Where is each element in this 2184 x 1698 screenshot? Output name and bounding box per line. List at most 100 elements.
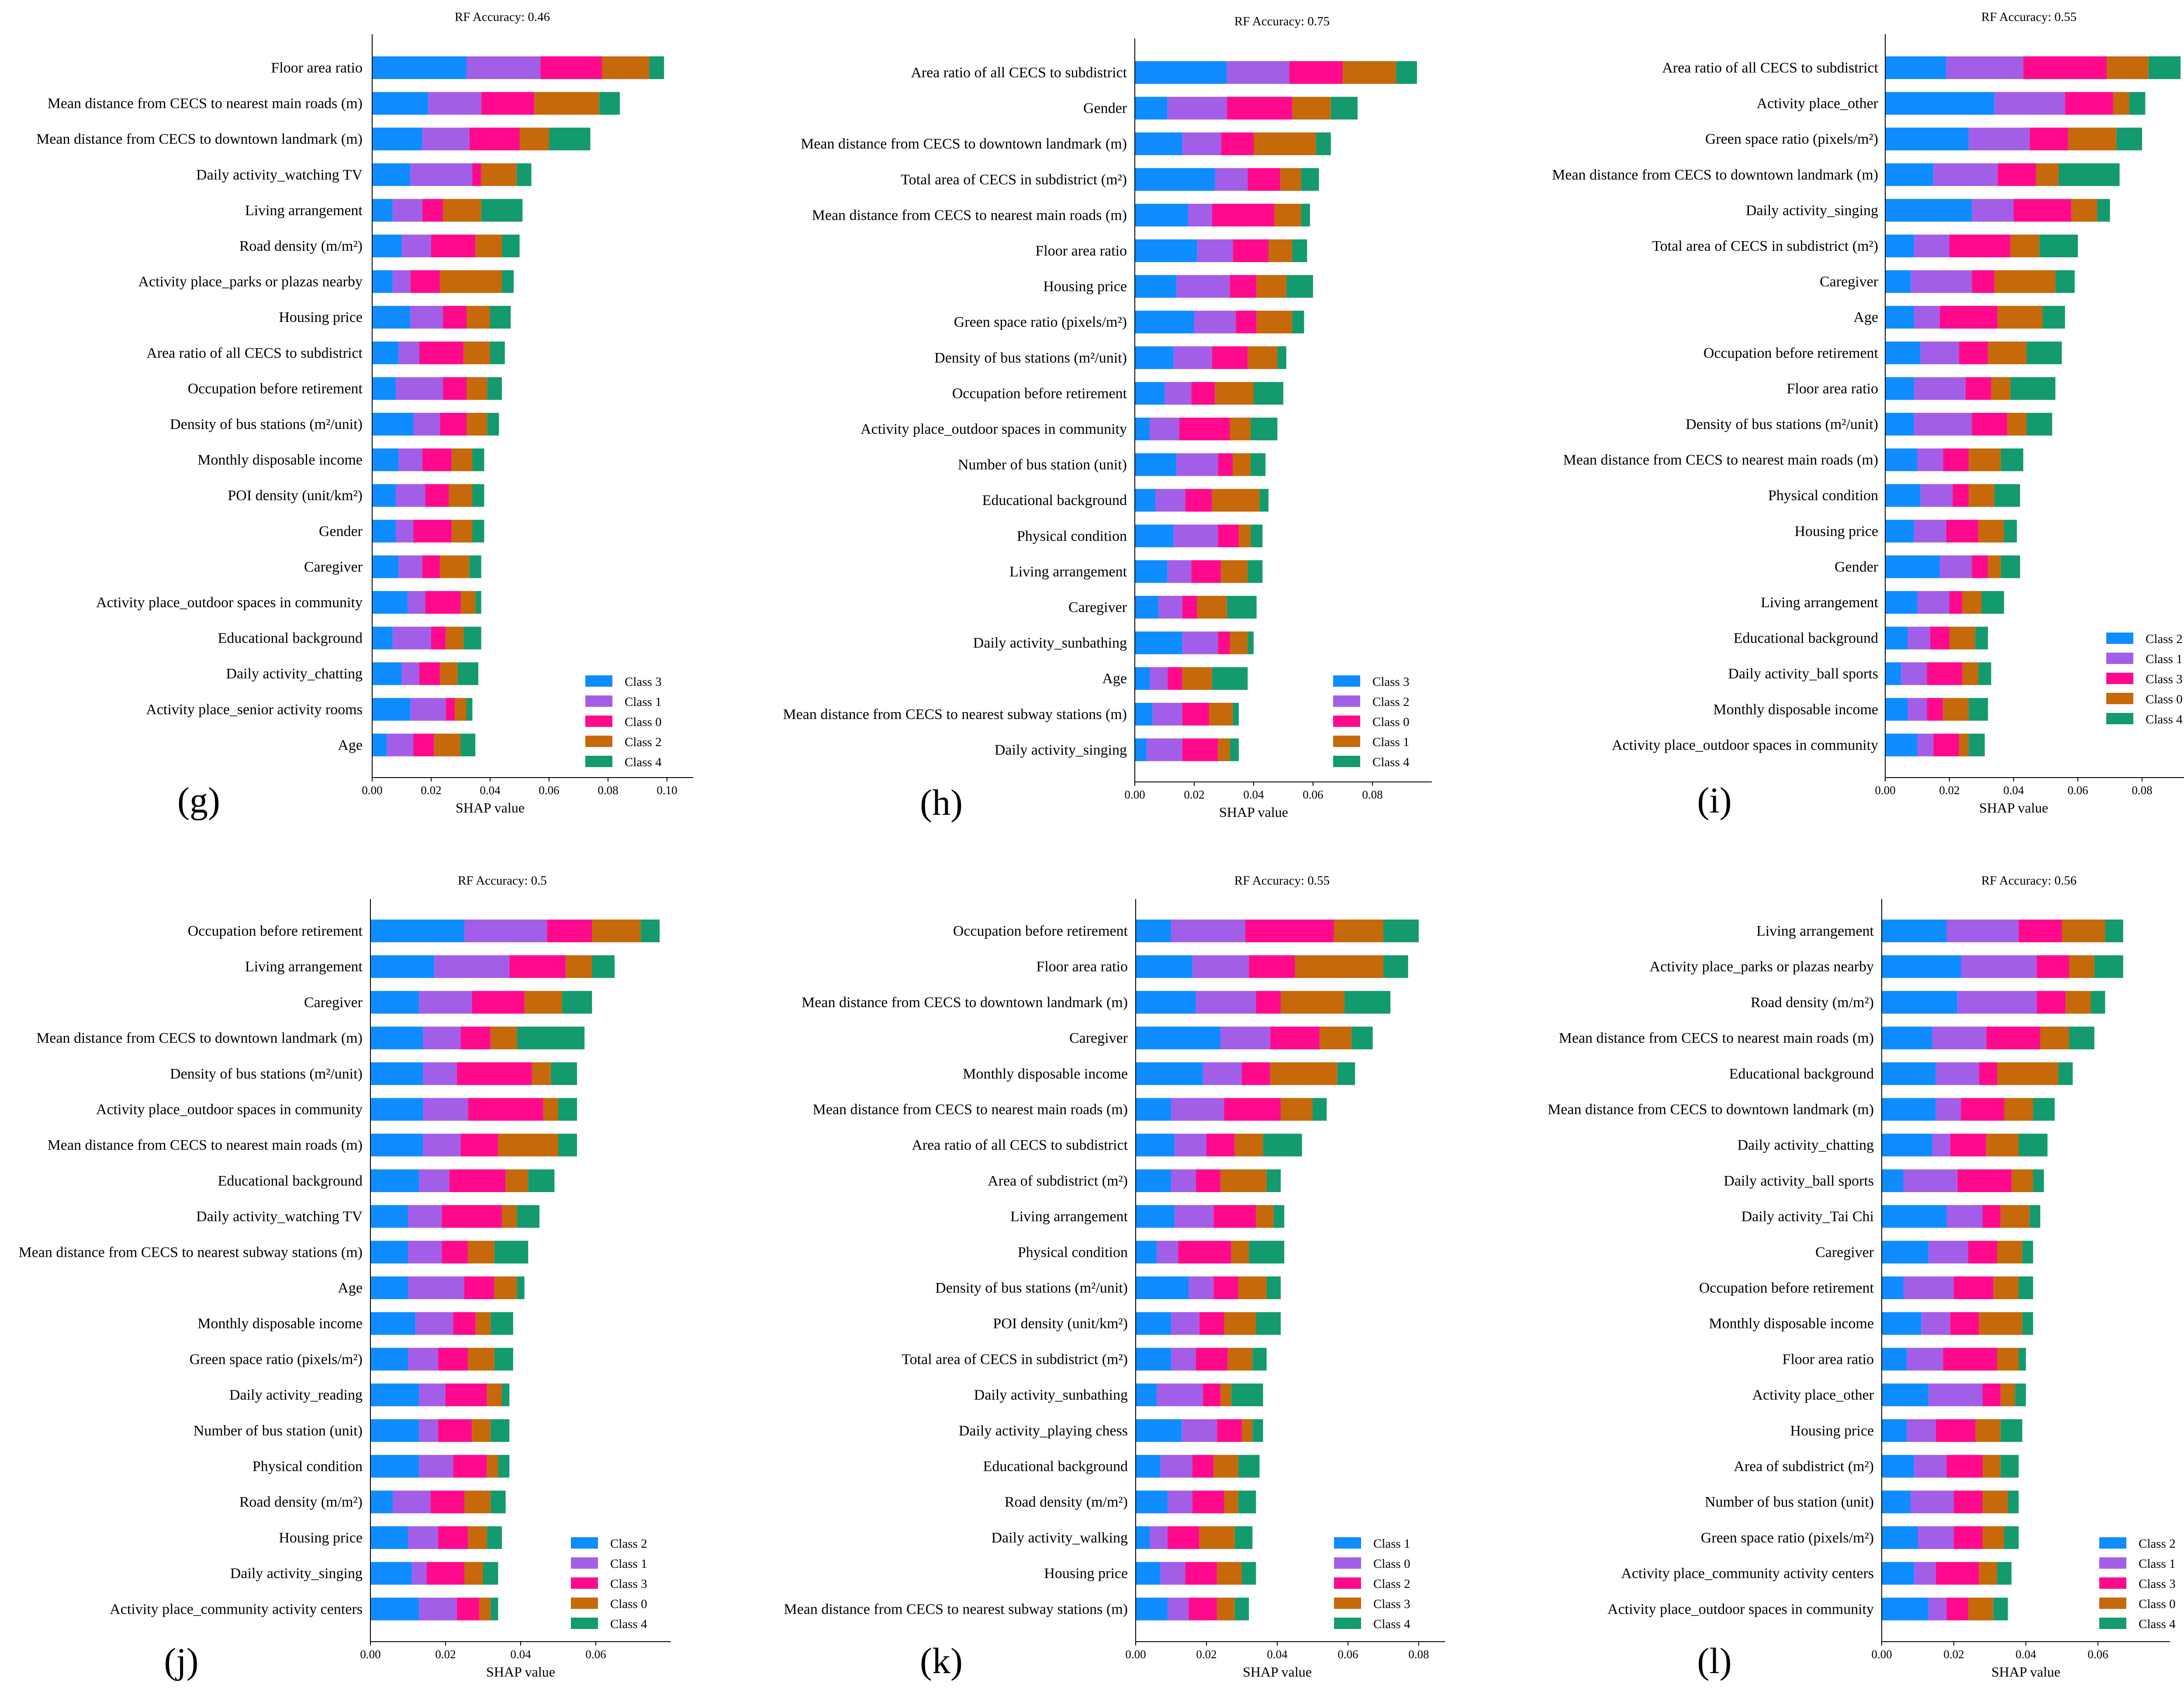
bar-segment — [1215, 382, 1254, 405]
bar-segment — [428, 92, 481, 115]
bar-segment — [1171, 1098, 1224, 1121]
bar-segment — [543, 1098, 558, 1121]
bar-segment — [2004, 519, 2017, 543]
feature-label: Educational background — [1734, 630, 1878, 647]
bar-segment — [1248, 560, 1263, 583]
chart-panel-j: RF Accuracy: 0.5 Occupation before retire… — [18, 874, 671, 1681]
bar-segment — [449, 484, 473, 507]
panel-label: (h) — [920, 782, 963, 823]
bar-segment — [1136, 1169, 1171, 1192]
legend: Class 1 Class 0 Class 2 Class 3 Class 4 — [1334, 1537, 1410, 1631]
bar-segment — [532, 1062, 551, 1085]
bar-segment — [1277, 346, 1286, 369]
feature-label: Density of bus stations (m²/unit) — [934, 350, 1127, 366]
bar-segment — [487, 377, 502, 400]
feature-label: Mean distance from CECS to downtown land… — [1548, 1102, 1874, 1118]
feature-label: Occupation before retirement — [952, 385, 1127, 401]
bar-segment — [419, 341, 464, 364]
feature-label: Mean distance from CECS to downtown land… — [801, 136, 1127, 152]
bar-segment — [1252, 1348, 1267, 1371]
bar-segment — [547, 920, 592, 942]
bar-segment — [1957, 1169, 2011, 1192]
bar-segment — [1213, 1455, 1238, 1478]
bar-segment — [1147, 738, 1182, 761]
bar-segment — [423, 1134, 461, 1157]
legend-swatch — [585, 736, 612, 747]
bar-segment — [1270, 1027, 1320, 1050]
bar-segment — [502, 235, 520, 257]
bar-segment — [1882, 1062, 1936, 1085]
bar-segment — [423, 1062, 457, 1085]
bar-segment — [1136, 1205, 1175, 1228]
feature-label: Housing price — [1794, 523, 1878, 539]
bar-segment — [1952, 484, 1969, 507]
bar-segment — [1928, 1241, 1968, 1264]
bar-segment — [1988, 555, 2001, 578]
bar-segment — [1182, 631, 1218, 654]
x-tick-label: 0.04 — [1267, 1648, 1288, 1661]
bar-segment — [1135, 738, 1147, 761]
bar-segment — [592, 955, 615, 978]
bar-segment — [1239, 524, 1251, 547]
legend-label: Class 3 — [610, 1577, 647, 1591]
legend-swatch — [1333, 756, 1360, 767]
feature-label: Total area of CECS in subdistrict (m²) — [902, 1351, 1128, 1367]
bar-segment — [370, 1312, 416, 1335]
bar-segment — [1157, 1383, 1203, 1407]
bar-segment — [1248, 346, 1278, 369]
bar-segment — [1935, 1062, 1979, 1085]
feature-label: Living arrangement — [1756, 923, 1874, 939]
bar-segment — [1957, 991, 2037, 1014]
bar-segment — [2010, 235, 2039, 257]
feature-label: Road density (m/m²) — [239, 1494, 363, 1510]
bar-segment — [1882, 1027, 1932, 1050]
feature-label: Activity place_parks or plazas nearby — [1649, 959, 1874, 975]
bar-segment — [1196, 1169, 1221, 1192]
bar-segment — [1882, 1098, 1936, 1121]
bar-segment — [475, 1312, 491, 1335]
bar-segment — [490, 341, 505, 364]
bar-segment — [1194, 311, 1236, 334]
feature-label: Green space ratio (pixels/m²) — [954, 314, 1127, 330]
bar-segment — [413, 519, 452, 543]
bar-segment — [460, 1027, 491, 1050]
bar-segment — [1220, 1027, 1270, 1050]
bar-segment — [1136, 920, 1171, 942]
bar-segment — [1231, 1241, 1249, 1264]
bar-segment — [1227, 97, 1292, 120]
panel-label: (g) — [177, 780, 220, 821]
bar-segment — [1965, 377, 1991, 400]
bar-segment — [464, 1491, 491, 1514]
bar-segment — [1182, 702, 1209, 726]
bar-segment — [502, 1383, 510, 1407]
bar-segment — [1135, 346, 1174, 369]
bar-segment — [1949, 591, 1963, 614]
bar-segment — [1230, 275, 1257, 298]
feature-label: Activity place_other — [1756, 96, 1878, 112]
legend-label: Class 2 — [625, 735, 662, 749]
bar-segment — [419, 991, 472, 1014]
legend-swatch — [571, 1618, 598, 1629]
bar-segment — [2097, 199, 2110, 222]
feature-label: Mean distance from CECS to nearest subwa… — [783, 706, 1127, 723]
bar-segment — [422, 555, 440, 578]
bar-segment — [1136, 1276, 1189, 1299]
bar-segment — [1135, 524, 1174, 547]
bar-segment — [1978, 662, 1991, 685]
bar-segment — [469, 555, 481, 578]
legend-label: Class 2 — [2139, 1537, 2176, 1551]
bar-segment — [1231, 1383, 1263, 1407]
bar-segment — [1911, 1491, 1954, 1514]
feature-label: Activity place_outdoor spaces in communi… — [860, 421, 1127, 437]
feature-label: Mean distance from CECS to nearest main … — [813, 1102, 1128, 1118]
bar-segment — [472, 1419, 491, 1442]
bar-segment — [494, 1241, 529, 1264]
legend-label: Class 0 — [2139, 1597, 2176, 1611]
bar-segment — [1885, 163, 1934, 186]
legend-swatch — [2099, 1577, 2126, 1589]
bar-segment — [456, 1062, 532, 1085]
bar-segment — [1189, 1276, 1214, 1299]
bar-segment — [408, 591, 425, 614]
bar-segment — [1903, 1169, 1958, 1192]
feature-label: Daily activity_walking — [991, 1530, 1128, 1546]
